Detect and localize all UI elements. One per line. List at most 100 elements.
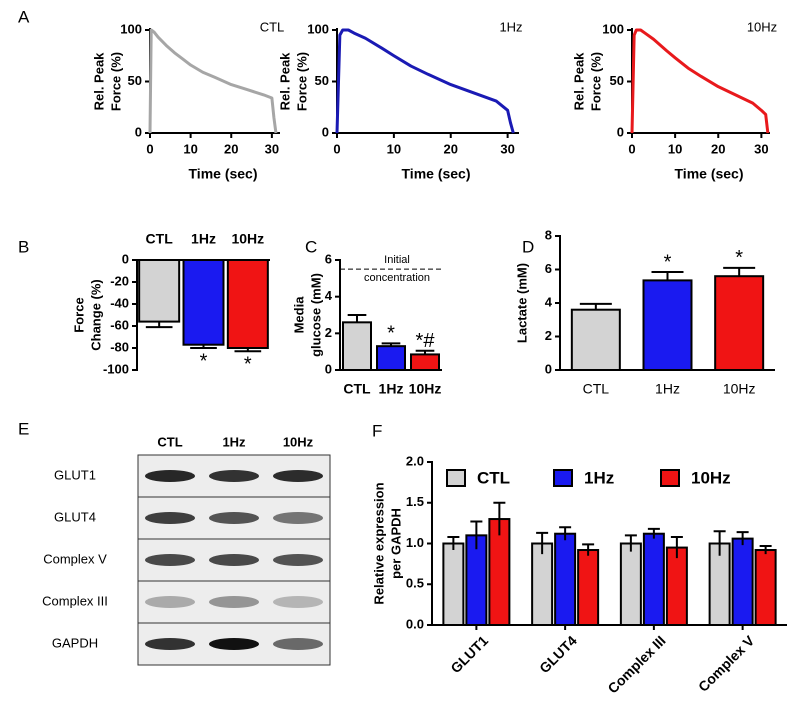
error-bar [582,543,595,556]
error-bar [347,314,367,323]
line [630,28,770,134]
y-tick-label: 100 [120,21,142,36]
blot-band [209,512,259,524]
y-tick-label: 0 [325,361,332,376]
bar [665,546,688,627]
x-tick-label: 30 [265,141,279,156]
x-tick-label: 20 [444,141,458,156]
bar [138,259,181,323]
blot-band [273,554,323,566]
y-tick-label: 0 [135,124,142,139]
blot-band [209,470,259,482]
bar [376,345,406,371]
blot-band [209,596,259,608]
annotation: 1Hz [499,19,522,34]
y-tick-label: 0.5 [406,576,424,591]
significance: * [244,354,252,376]
y-axis-title: Media [291,296,306,334]
row-label: GLUT4 [54,509,96,524]
x-tick-label: 30 [500,141,514,156]
y-tick-label: 0 [545,361,552,376]
significance: * [735,247,743,269]
panel-label: F [372,421,382,440]
error-bar [759,544,772,555]
x-tick-label: CTL [583,381,610,397]
y-tick-label: 4 [325,288,333,303]
bar [410,353,440,371]
y-axis-title: Change (%) [88,279,103,351]
y-tick-label: -80 [110,339,129,354]
x-axis-title: Time (sec) [189,166,258,182]
x-tick-label: 10 [387,141,401,156]
legend-swatch [446,469,466,487]
annotation: CTL [260,19,285,34]
bar [442,542,465,626]
bar [619,542,642,626]
lane-label: 1Hz [222,434,246,449]
x-tick-label: 10 [668,141,682,156]
error-bar [470,520,483,550]
x-tick-label: 20 [711,141,725,156]
y-axis-title: Force (%) [588,52,603,111]
error-bar [651,271,684,281]
x-tick-label: 0 [333,141,340,156]
lane-label: 10Hz [283,434,314,449]
y-tick-label: 50 [610,73,624,88]
x-tick-label: 0 [146,141,153,156]
bar [642,279,693,372]
row-label: Complex III [42,593,108,608]
line [148,28,278,134]
y-tick-label: 4 [545,294,553,309]
y-tick-label: 2.0 [406,453,424,468]
x-tick-label: CTL [146,231,174,247]
panel-label: D [522,237,534,256]
error-bar [381,342,401,347]
legend-swatch [660,469,680,487]
y-tick-label: 50 [315,73,329,88]
x-axis-title: Time (sec) [675,166,744,182]
legend-label: CTL [477,468,510,487]
blot-band [145,470,195,482]
error-bar [145,321,173,329]
error-bar [190,344,217,349]
x-tick-label: 0 [628,141,635,156]
panel-label: C [305,237,317,256]
error-bar [579,302,612,310]
x-tick-label: 20 [224,141,238,156]
x-tick-label: 1Hz [379,381,404,397]
y-tick-label: 50 [128,73,142,88]
y-axis-title: Rel. Peak [571,52,586,111]
y-tick-label: 0 [322,124,329,139]
bar [531,542,554,626]
blot-panel [137,580,331,624]
legend-label: 10Hz [691,468,731,487]
y-tick-label: 6 [325,251,332,266]
bar [714,275,765,372]
x-tick-label: 10Hz [409,381,442,397]
y-axis-title: per GAPDH [388,508,403,579]
y-tick-label: 2 [325,325,332,340]
bar [342,321,372,372]
significance: * [387,323,395,345]
y-tick-label: 6 [545,261,552,276]
bar [554,532,577,626]
y-axis-title: Relative expression [371,482,386,604]
y-axis-title: Lactate (mM) [514,263,529,343]
x-tick-label: 10Hz [231,231,264,247]
error-bar [415,349,435,355]
y-axis-title: Rel. Peak [91,52,106,111]
y-tick-label: -40 [110,295,129,310]
error-bar [723,266,756,277]
panel-label: A [18,7,30,26]
blot-band [145,554,195,566]
significance: * [664,251,672,273]
y-tick-label: 2 [545,328,552,343]
blot-band [145,638,195,650]
significance: * [200,350,208,372]
y-tick-label: -60 [110,317,129,332]
bar [754,549,777,627]
legend-swatch [553,469,573,487]
y-axis-title: Force (%) [294,52,309,111]
error-bar [713,530,726,556]
